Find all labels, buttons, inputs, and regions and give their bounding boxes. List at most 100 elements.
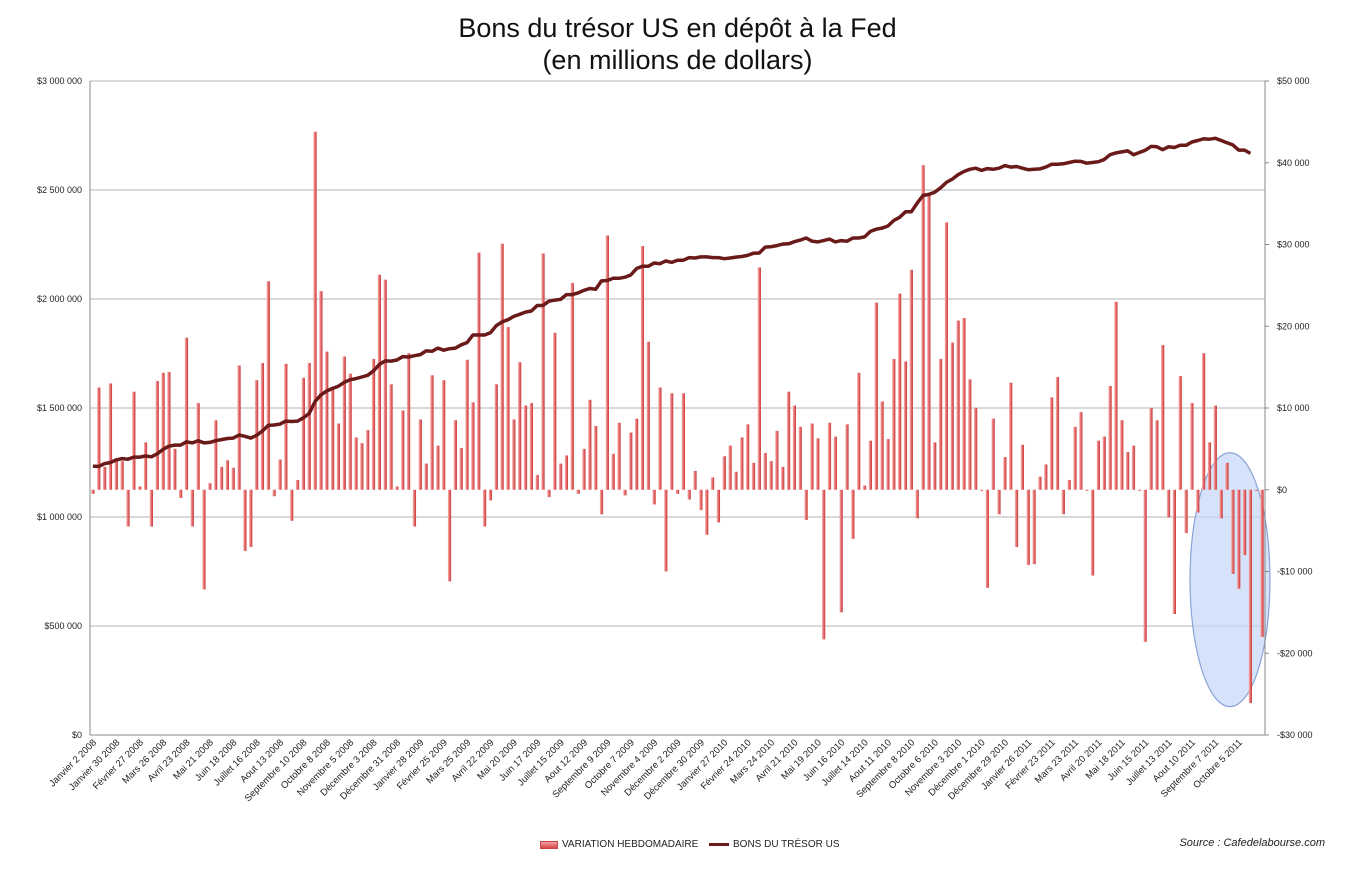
variation-bar: [588, 399, 592, 490]
variation-bar: [705, 489, 709, 535]
variation-bar: [1114, 301, 1118, 490]
right-tick-label: $40 000: [1277, 158, 1310, 168]
legend-line-label: BONS DU TRÉSOR US: [733, 839, 840, 850]
variation-bar: [822, 489, 826, 640]
legend-item-line: BONS DU TRÉSOR US: [709, 839, 840, 850]
variation-bar: [1050, 397, 1054, 490]
variation-bar: [494, 384, 498, 490]
variation-bar: [1108, 385, 1112, 490]
variation-bar: [617, 422, 621, 490]
variation-bar: [623, 489, 627, 496]
variation-bar: [769, 461, 773, 490]
variation-bar: [202, 489, 206, 590]
variation-bar: [576, 489, 580, 494]
right-tick-label: -$20 000: [1277, 648, 1313, 658]
variation-bar: [956, 320, 960, 490]
variation-bar: [605, 235, 609, 490]
variation-bar: [541, 253, 545, 490]
variation-bar: [366, 430, 370, 490]
right-tick-label: $20 000: [1277, 321, 1310, 331]
left-axis: $0 $500 000 $1 000 000 $1 500 000 $2 000 000…: [37, 76, 91, 740]
variation-bar: [734, 471, 738, 490]
left-tick-label: $0: [72, 730, 82, 740]
variation-bar: [845, 424, 849, 490]
variation-bar: [716, 489, 721, 523]
variation-bar: [1131, 445, 1136, 490]
variation-bar: [290, 489, 294, 521]
variation-bar: [1161, 345, 1165, 490]
variation-bar: [412, 489, 417, 527]
right-tick-label: $10 000: [1277, 403, 1310, 413]
variation-bar: [477, 252, 481, 490]
variation-bar: [1196, 489, 1200, 513]
variation-bar: [389, 384, 393, 490]
variation-bar: [377, 274, 381, 490]
variation-bar: [979, 489, 984, 491]
variation-bar: [249, 489, 253, 547]
variation-bar: [348, 373, 352, 490]
variation-bar: [862, 485, 867, 490]
variation-bar: [179, 489, 183, 498]
variation-bar: [225, 460, 229, 490]
variation-bar: [740, 437, 744, 490]
variation-bar: [1067, 479, 1071, 490]
variation-bar: [570, 282, 574, 490]
variation-bar: [371, 358, 376, 490]
variation-bar: [132, 391, 136, 490]
variation-bar: [523, 405, 528, 490]
variation-bar: [506, 327, 510, 490]
variation-bar: [500, 243, 504, 490]
variation-bar: [1225, 462, 1229, 490]
variation-bar: [640, 246, 645, 490]
variation-bar: [126, 489, 130, 527]
left-tick-label: $2 500 000: [37, 185, 82, 195]
right-tick-label: $30 000: [1277, 240, 1310, 250]
legend: VARIATION HEBDOMADAIRE BONS DU TRÉSOR US: [0, 839, 1355, 855]
variation-bar: [260, 363, 265, 490]
variation-bar: [1009, 382, 1013, 490]
variation-bar: [208, 483, 212, 490]
variation-bar: [1044, 464, 1048, 490]
variation-bar: [757, 267, 761, 490]
variation-bar: [1096, 440, 1101, 490]
left-tick-label: $1 000 000: [37, 512, 82, 522]
chart-title-line-1: Bons du trésor US en dépôt à la Fed: [458, 13, 897, 43]
variation-bar: [1166, 489, 1171, 518]
variation-bar: [336, 423, 341, 490]
variation-bar: [658, 387, 662, 490]
variation-bar: [1260, 489, 1264, 637]
variation-bar: [436, 445, 440, 490]
variation-bar: [786, 391, 791, 490]
variation-bar: [804, 489, 808, 520]
variation-bar: [482, 489, 487, 527]
right-tick-label: $0: [1277, 485, 1287, 495]
variation-bar: [997, 489, 1001, 515]
variation-bar: [535, 475, 539, 490]
highlight-ellipse: [1189, 452, 1271, 708]
variation-bar: [295, 479, 300, 490]
variation-bar: [143, 442, 148, 490]
variation-bar: [1184, 489, 1188, 534]
variation-bar: [1254, 489, 1258, 491]
variation-bar: [558, 463, 563, 490]
variation-bar: [944, 222, 949, 490]
variation-bar: [120, 461, 124, 490]
variation-bar: [149, 489, 153, 527]
left-tick-label: $2 000 000: [37, 294, 82, 304]
variation-bar: [629, 432, 633, 490]
variation-bar: [681, 393, 685, 490]
variation-bar: [97, 387, 101, 490]
variation-bar: [91, 489, 95, 494]
variation-bar: [237, 365, 241, 490]
variation-bar: [266, 281, 270, 490]
variation-bar: [974, 408, 978, 490]
variation-bar: [190, 489, 194, 527]
variation-bar: [354, 437, 358, 490]
chart-title: Bons du trésor US en dépôt à la Fed (en …: [0, 12, 1355, 76]
variation-bar: [751, 462, 756, 490]
variation-bar: [827, 422, 832, 490]
variation-bar: [582, 448, 586, 490]
variation-bar: [921, 165, 925, 490]
variation-bar: [488, 489, 493, 501]
